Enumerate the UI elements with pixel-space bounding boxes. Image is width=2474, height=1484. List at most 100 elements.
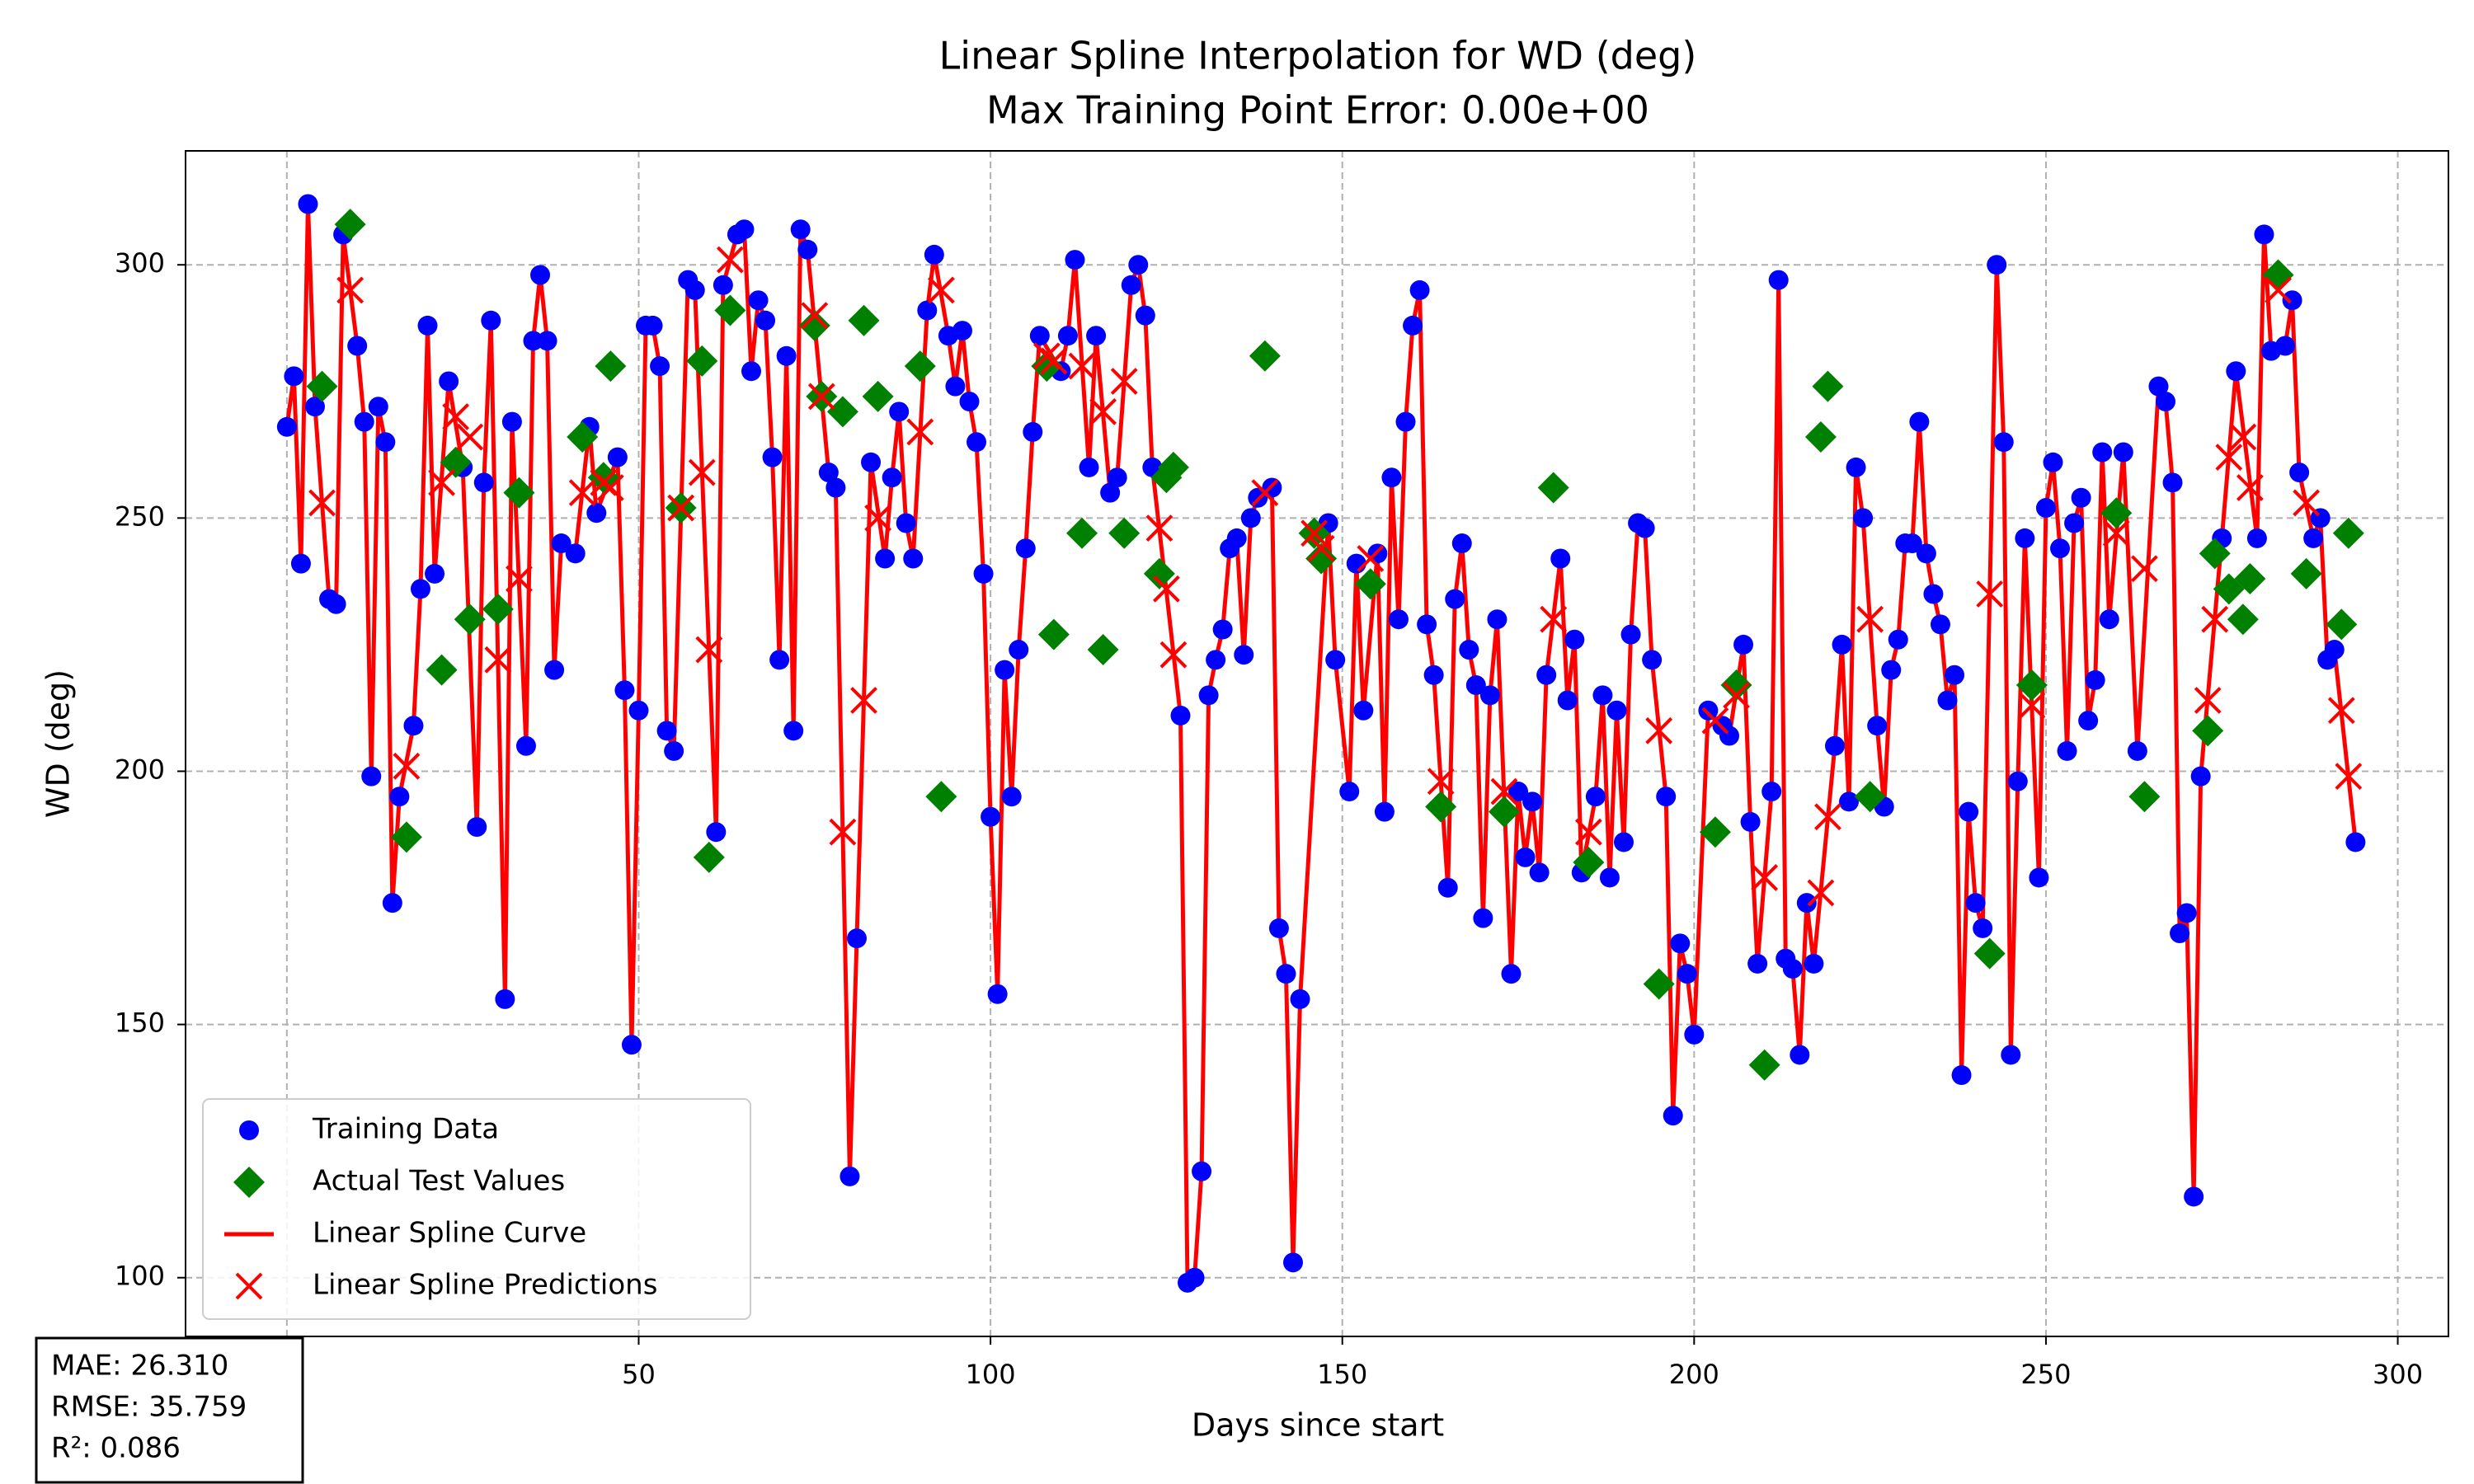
test-point [2100,497,2133,529]
training-point [1804,953,1824,974]
prediction-point [1040,347,1068,375]
training-point [1993,432,2014,453]
training-point [2162,472,2183,493]
training-point [1599,867,1620,888]
training-point [1747,953,1768,974]
training-point [1107,467,1127,488]
prediction-point [807,383,835,411]
metric-text: R²: 0.086 [51,1432,181,1465]
prediction-point [906,418,934,446]
training-point [1796,893,1817,913]
test-point [390,821,422,853]
test-point [503,477,535,509]
training-point [896,513,916,533]
training-point [684,279,705,300]
prediction-point [667,494,695,522]
test-point [482,593,514,625]
prediction-point [1751,864,1779,891]
training-point [1733,634,1754,655]
prediction-point [2236,474,2264,501]
legend-marker [239,1120,259,1140]
test-point [1854,781,1886,813]
training-point [425,563,445,584]
test-point [1066,517,1098,549]
training-point [1945,665,1965,685]
training-point [1023,421,1043,442]
training-point [2148,376,2169,397]
training-point [790,219,811,240]
training-point [917,300,938,321]
training-point [2071,487,2091,508]
prediction-point [2201,605,2229,633]
training-point [1846,457,1866,477]
training-point [1684,1024,1705,1045]
x-tick-label: 50 [622,1359,656,1390]
prediction-point [1152,575,1180,603]
training-point [515,735,536,756]
test-point [426,654,458,686]
training-point [565,543,586,564]
training-point [1832,634,1852,655]
training-point [1465,675,1486,696]
training-point [1437,877,1458,898]
training-point [1937,690,1958,711]
test-point [2015,669,2048,702]
training-point [945,376,966,397]
training-point [1009,640,1029,660]
prediction-point [1540,605,1568,633]
training-point [473,472,494,493]
training-point [2246,528,2267,548]
training-point [1557,690,1578,711]
prediction-point [801,302,829,330]
training-point [1100,482,1121,503]
training-point [1121,275,1141,295]
training-point [1501,964,1522,984]
training-point [586,503,607,524]
training-point [797,239,818,260]
prediction-point [1427,768,1455,796]
test-point [848,304,880,336]
prediction-point [484,646,512,674]
training-point [621,1035,642,1055]
test-point [1354,568,1386,600]
training-point [882,467,902,488]
training-point [1592,685,1613,706]
training-point [439,371,459,392]
training-point [1881,660,1902,680]
prediction-point [1856,605,1884,633]
prediction-point [2018,692,2046,720]
legend-label: Linear Spline Predictions [313,1269,657,1302]
x-tick-label: 250 [2020,1359,2071,1390]
prediction-point [456,423,484,451]
test-point [1804,421,1837,453]
training-point [1234,645,1254,665]
training-point [1395,411,1416,432]
training-point [1290,989,1310,1009]
training-point [1381,467,1402,488]
training-point [1339,782,1360,802]
training-point [776,345,797,366]
training-point [1079,457,1099,477]
training-point [410,579,430,599]
prediction-point [829,818,857,846]
test-point [904,350,936,383]
prediction-point [1300,519,1329,547]
training-point [2064,513,2085,533]
legend-label: Training Data [312,1113,499,1146]
training-point [1606,700,1627,721]
training-point [1634,518,1655,538]
prediction-point [2327,697,2355,725]
training-point [642,315,663,336]
test-point [2332,517,2364,549]
prediction-point [2229,423,2257,451]
training-point [1135,305,1155,326]
test-point [2192,715,2224,747]
training-point [2092,442,2113,463]
training-point [551,533,571,554]
training-point [2156,392,2175,412]
test-point [1812,370,1844,402]
training-point [544,660,565,680]
prediction-point [864,504,891,532]
prediction-point [428,468,455,496]
training-point [903,548,924,569]
